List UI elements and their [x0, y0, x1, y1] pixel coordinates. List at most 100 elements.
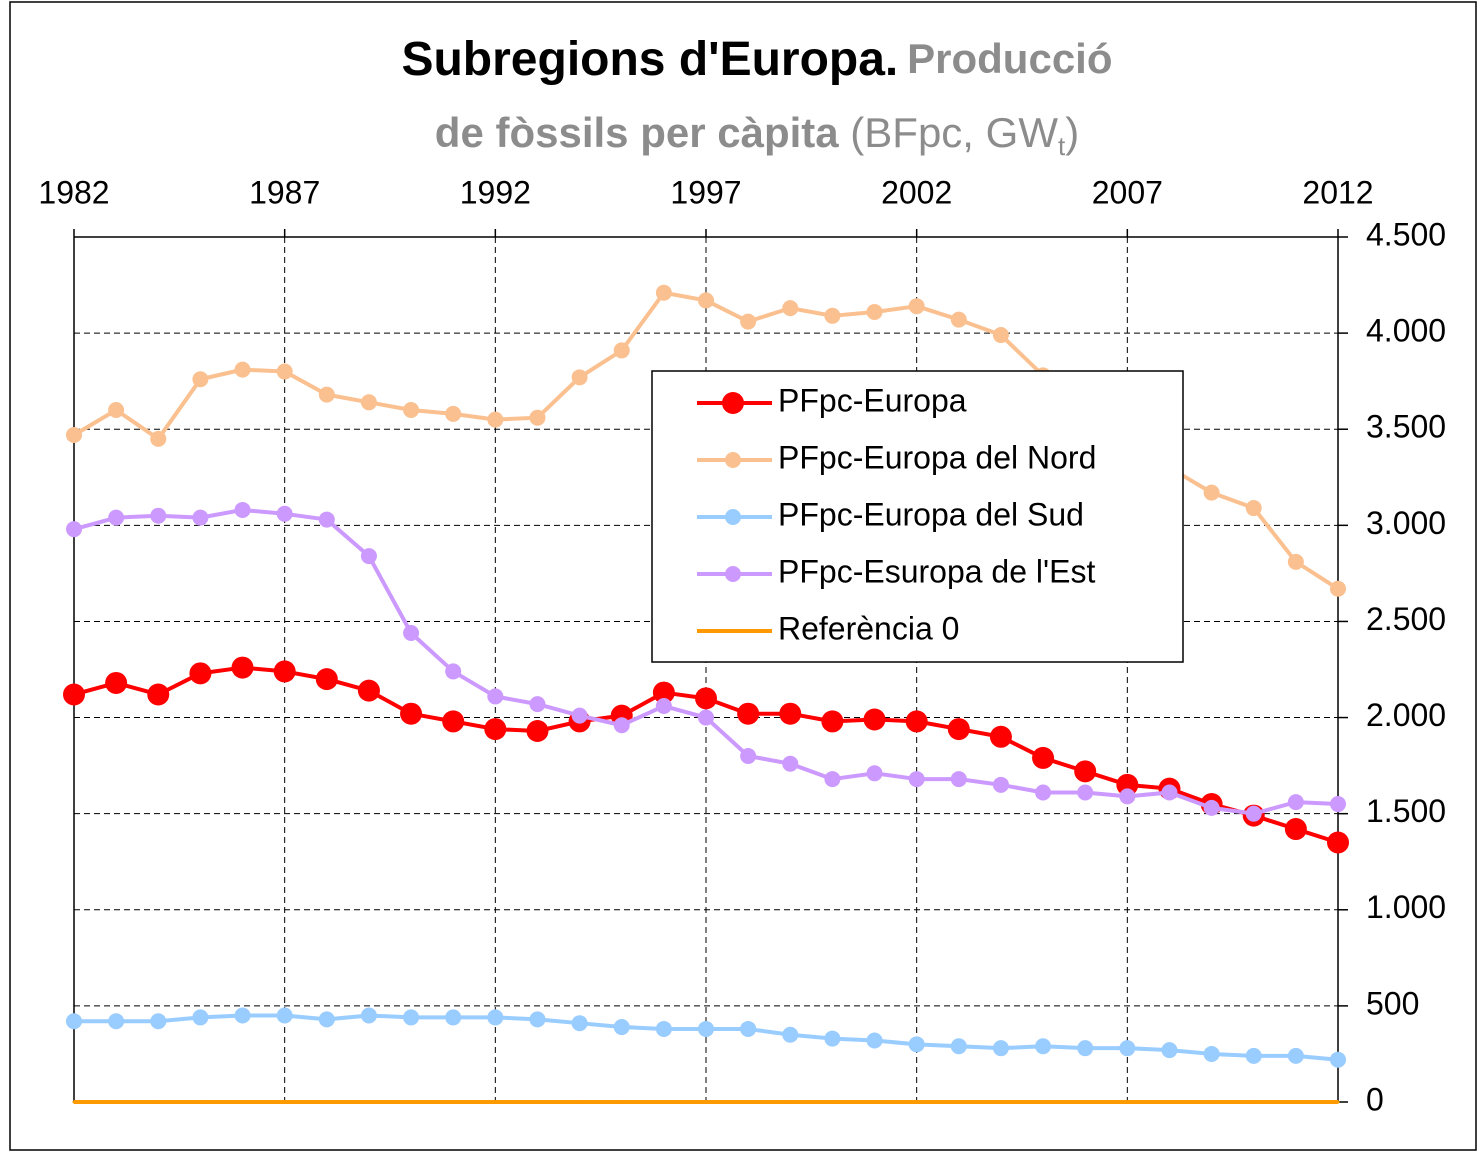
data-point	[655, 698, 672, 715]
data-point	[325, 1100, 329, 1104]
legend-label: PFpc-Esuropa de l'Est	[778, 553, 1095, 589]
data-point	[613, 342, 630, 359]
data-point	[662, 1100, 666, 1104]
x-tick-label: 2007	[1092, 174, 1163, 210]
data-point	[1294, 1100, 1298, 1104]
data-point	[782, 300, 799, 317]
data-point	[192, 509, 209, 526]
data-point	[571, 1015, 588, 1032]
y-tick-label: 1.500	[1366, 793, 1446, 829]
data-point	[234, 1007, 251, 1024]
y-tick-label: 2.500	[1366, 601, 1446, 637]
data-point	[318, 511, 335, 528]
data-point	[1287, 794, 1304, 811]
data-point	[655, 284, 672, 301]
data-point	[147, 683, 170, 706]
data-point	[276, 505, 293, 522]
data-point	[866, 303, 883, 320]
data-point	[905, 710, 928, 733]
data-point	[1032, 746, 1055, 769]
data-point	[992, 327, 1009, 344]
data-point	[1083, 1100, 1087, 1104]
data-point	[192, 1009, 209, 1026]
data-point	[535, 1100, 539, 1104]
data-point	[276, 1007, 293, 1024]
data-point	[1245, 805, 1262, 822]
data-point	[357, 679, 380, 702]
data-point	[655, 1020, 672, 1037]
data-point	[487, 411, 504, 428]
subtitle: t	[1058, 131, 1066, 161]
data-point	[957, 1100, 961, 1104]
data-point	[873, 1100, 877, 1104]
data-point	[114, 1100, 118, 1104]
data-point	[1330, 1051, 1346, 1068]
data-point	[1116, 773, 1139, 796]
data-point	[578, 1100, 582, 1104]
data-point	[704, 1100, 708, 1104]
data-point	[198, 1100, 202, 1104]
y-tick-label: 3.000	[1366, 505, 1446, 541]
data-point	[445, 663, 462, 680]
data-point	[908, 771, 925, 788]
data-point	[824, 1030, 841, 1047]
chart-title: Subregions d'Europa. Producció	[401, 33, 1112, 86]
data-point	[1287, 553, 1304, 570]
data-point	[1210, 1100, 1214, 1104]
title: Subregions d'Europa.	[401, 33, 898, 86]
data-point	[487, 1009, 504, 1026]
data-point	[526, 720, 549, 743]
data-point	[782, 755, 799, 772]
data-point	[1077, 1040, 1094, 1057]
data-point	[1245, 1047, 1262, 1064]
data-point	[234, 361, 251, 378]
data-point	[1119, 1040, 1136, 1057]
data-point	[830, 1100, 834, 1104]
data-point	[740, 748, 757, 764]
data-point	[360, 1007, 377, 1024]
data-point	[788, 1100, 792, 1104]
data-point	[63, 683, 85, 706]
data-point	[234, 501, 251, 518]
data-point	[1035, 784, 1052, 801]
data-point	[276, 363, 293, 380]
data-point	[360, 394, 377, 411]
data-point	[746, 1100, 750, 1104]
data-point	[571, 707, 588, 724]
data-point	[156, 1100, 160, 1104]
data-point	[1287, 1047, 1304, 1064]
data-point	[737, 702, 760, 725]
data-point	[72, 1100, 76, 1104]
data-point	[66, 1013, 82, 1030]
data-point	[150, 430, 167, 447]
legend-marker	[725, 452, 741, 468]
data-point	[947, 718, 970, 741]
data-point	[863, 708, 886, 731]
data-point	[442, 710, 465, 733]
legend-marker	[731, 629, 735, 633]
data-point	[698, 709, 714, 726]
data-point	[529, 696, 546, 713]
data-point	[1327, 831, 1349, 854]
data-point	[950, 1038, 967, 1055]
legend-marker	[722, 392, 744, 414]
y-tick-label: 4.500	[1366, 216, 1446, 252]
data-point	[1161, 1042, 1178, 1059]
data-point	[529, 1011, 546, 1028]
data-point	[695, 687, 717, 710]
data-point	[318, 1011, 335, 1028]
legend-label: Referència 0	[778, 610, 959, 646]
data-point	[698, 1020, 714, 1037]
data-point	[192, 371, 209, 388]
data-point	[613, 1019, 630, 1036]
data-point	[445, 1009, 462, 1026]
data-point	[493, 1100, 497, 1104]
data-point	[1284, 818, 1307, 841]
data-point	[66, 426, 82, 443]
data-point	[400, 702, 423, 725]
y-tick-label: 4.000	[1366, 313, 1446, 349]
data-point	[241, 1100, 245, 1104]
data-point	[740, 313, 757, 330]
data-point	[315, 668, 338, 691]
